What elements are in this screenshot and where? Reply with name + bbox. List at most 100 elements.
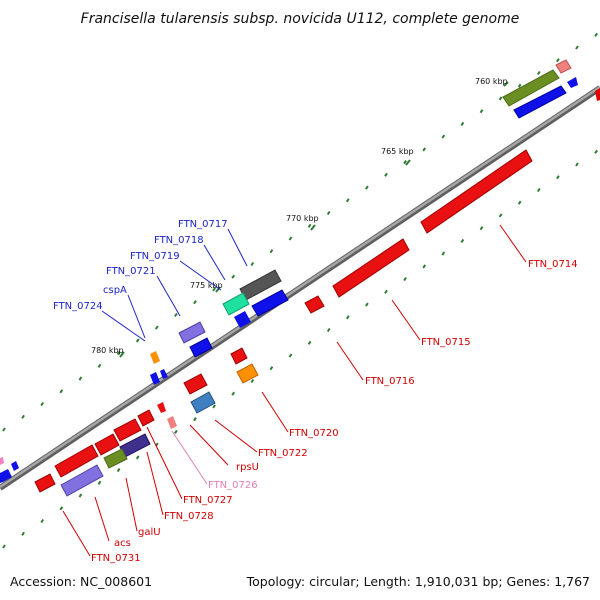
gene-label-ftn0724: FTN_0724 <box>53 301 103 312</box>
ring-tick <box>288 353 293 358</box>
gene-label-ftn0715: FTN_0715 <box>421 337 471 348</box>
reverse-strand-genes <box>34 149 533 497</box>
ring-tick <box>193 417 197 422</box>
ring-tick <box>536 70 541 76</box>
gene-label-ftn0720: FTN_0720 <box>289 428 339 439</box>
gene-block-green <box>502 69 560 107</box>
kbp-label: 765 kbp <box>381 147 414 156</box>
gene-label-ftn0717: FTN_0717 <box>178 219 228 230</box>
tick-ring-inner <box>2 149 598 549</box>
ring-tick <box>78 376 83 381</box>
ring-tick <box>21 531 25 536</box>
gene-label-group: FTN_0717 FTN_0718 FTN_0719 FTN_0721 cspA… <box>53 219 578 564</box>
ring-tick <box>556 58 560 63</box>
gene-label-ftn0726: FTN_0726 <box>208 480 258 491</box>
gene-arrow-red-edge <box>595 88 600 101</box>
gene-label-ftn0721: FTN_0721 <box>106 266 156 277</box>
ring-tick <box>269 366 274 371</box>
ring-tick <box>479 109 484 114</box>
ring-tick <box>231 391 236 396</box>
kbp-label: 770 kbp <box>286 214 319 223</box>
ring-tick <box>498 213 503 218</box>
ring-tick <box>517 83 522 88</box>
ring-tick <box>575 162 579 167</box>
genome-summary-text: Topology: circular; Length: 1,910,031 bp… <box>246 574 590 589</box>
ring-tick <box>498 96 503 101</box>
ring-tick <box>2 544 6 549</box>
gene-block-purple <box>178 321 206 344</box>
gene-arrow-blue-5 <box>150 372 160 385</box>
ring-tick <box>594 32 598 37</box>
gene-arrow-blue-small <box>567 77 578 88</box>
gene-block-orange <box>236 363 259 384</box>
leader-lines <box>62 224 527 557</box>
gene-label-ftn0728: FTN_0728 <box>164 511 214 522</box>
ring-tick <box>59 506 64 511</box>
ring-tick <box>231 274 236 279</box>
kbp-tick-765: 765 kbp <box>381 147 414 166</box>
ring-tick <box>441 251 446 256</box>
gene-block-blue-4 <box>189 337 213 358</box>
kbp-labels: 760 kbp 765 kbp 770 kbp 775 kbp 780 kbp <box>91 77 509 358</box>
ring-tick <box>135 455 140 460</box>
ring-tick <box>307 340 312 345</box>
gene-arrow-blue-3 <box>234 311 251 328</box>
ring-tick <box>517 200 522 205</box>
gene-label-ftn0727: FTN_0727 <box>183 495 233 506</box>
kbp-tick-760: 760 kbp <box>475 77 509 87</box>
gene-label-rpsu: rpsU <box>236 462 259 473</box>
ring-tick <box>556 175 560 180</box>
gene-block-steelblue <box>190 391 216 414</box>
ring-tick <box>345 315 350 320</box>
ring-tick <box>288 236 293 241</box>
gene-label-ftn0718: FTN_0718 <box>154 235 204 246</box>
ring-tick <box>21 414 25 419</box>
ring-tick <box>422 147 427 152</box>
ring-tick <box>78 493 83 498</box>
ring-tick <box>250 261 255 267</box>
kbp-tick-770: 770 kbp <box>286 214 319 231</box>
tick-ring-outer <box>2 32 598 432</box>
gene-block-red-0714 <box>420 149 533 234</box>
ring-tick <box>460 121 465 126</box>
gene-label-ftn0731: FTN_0731 <box>91 553 141 564</box>
ring-tick <box>365 302 369 307</box>
gene-arrow-pink-0726 <box>167 416 177 429</box>
gene-block-red-small <box>183 373 208 395</box>
ring-tick <box>307 223 312 228</box>
gene-label-ftn0716: FTN_0716 <box>365 376 415 387</box>
kbp-tick-775: 775 kbp <box>190 281 223 293</box>
ring-tick <box>365 185 369 190</box>
ring-tick <box>250 378 255 384</box>
gene-arrow-pink-edge <box>0 457 4 465</box>
ring-tick <box>384 289 388 294</box>
gene-block-red-acs <box>54 444 99 478</box>
gene-block-red-0728 <box>113 418 142 442</box>
ring-tick <box>326 327 331 333</box>
ring-tick <box>212 404 216 409</box>
gene-arrow-orange <box>150 351 160 364</box>
ring-tick <box>403 277 407 282</box>
gene-block-green-2 <box>103 448 128 469</box>
ring-tick <box>345 198 350 203</box>
gene-block-lavender <box>60 464 104 497</box>
ring-tick <box>384 172 388 177</box>
ring-tick <box>154 325 159 330</box>
ring-tick <box>269 249 274 254</box>
kbp-label: 780 kbp <box>91 346 124 355</box>
kbp-tick-780: 780 kbp <box>91 346 125 358</box>
kbp-label: 760 kbp <box>475 77 508 86</box>
gene-block-red-0716 <box>304 295 325 314</box>
ring-tick <box>193 300 197 305</box>
ring-tick <box>2 427 6 432</box>
forward-strand-genes <box>0 59 600 483</box>
gene-block-red-0731 <box>34 473 56 493</box>
gene-block-red-0715 <box>332 238 410 298</box>
ring-tick <box>403 160 407 165</box>
ring-tick <box>174 312 178 317</box>
ring-tick <box>212 287 216 292</box>
gene-arrow-blue-6 <box>160 369 168 379</box>
gene-label-ftn0722: FTN_0722 <box>258 448 308 459</box>
gene-block-blue <box>513 85 567 119</box>
